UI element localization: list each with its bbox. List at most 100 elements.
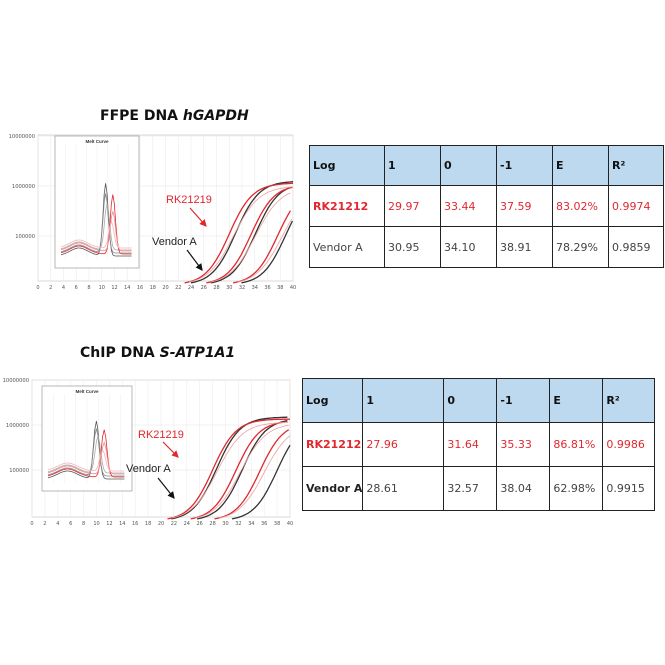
annotation-arrow-red [162,441,179,458]
table-header: E [549,378,604,423]
x-tick-label: 14 [119,521,125,527]
x-tick-label: 16 [137,285,143,291]
y-tick-label: 100000 [9,468,29,474]
x-tick-label: 20 [158,521,164,527]
x-tick-label: 36 [261,521,267,527]
x-tick-label: 6 [69,521,72,527]
table-cell: 83.02% [552,185,609,227]
x-tick-label: 30 [226,285,232,291]
table-cell: 62.98% [549,466,604,511]
y-tick-label: 10000000 [3,378,29,384]
table-header: -1 [496,145,553,186]
table-header: 0 [443,378,498,423]
table-cell: 31.64 [443,422,498,467]
x-tick-label: 32 [239,285,245,291]
inset-title: Melt Curve [75,389,99,394]
x-tick-label: 10 [93,521,99,527]
amp-curve-rk-replicate [210,192,291,283]
table-cell: 0.9859 [608,226,664,268]
amp-curve-rk [190,421,288,520]
x-tick-label: 32 [235,521,241,527]
x-tick-label: 40 [287,521,293,527]
y-tick-label: 10000000 [9,134,35,140]
x-tick-label: 26 [197,521,203,527]
row-label: RK21212 [301,422,364,467]
table-header: Log [309,145,385,186]
panel1-title-prefix: FFPE DNA [100,108,183,124]
table-row: Vendor A 30.95 34.10 38.91 78.29% 0.9859 [309,226,664,268]
table-cell: 78.29% [552,226,609,268]
panel1-title-gene: hGAPDH [182,108,249,124]
annotation-vendor-a: Vendor A [152,236,197,248]
x-tick-label: 34 [248,521,254,527]
y-tick-label: 1000000 [12,184,35,190]
table-header: Log [301,378,364,423]
amp-curve-vendor [210,186,291,284]
melt-curve-trace [47,429,125,478]
x-tick-label: 24 [184,521,190,527]
table-cell: 38.91 [496,226,553,268]
table-header: 0 [440,145,497,186]
x-tick-label: 10 [99,285,105,291]
table-cell: 0.9974 [608,185,664,227]
table-cell: 29.97 [384,185,441,227]
amp-curve-rk-replicate [189,186,292,283]
table-header: 1 [384,145,441,186]
melt-curve-trace [60,220,132,249]
table-header: E [552,145,609,186]
x-tick-label: 38 [274,521,280,527]
melt-curve-trace [47,441,125,475]
amp-curve-rk [184,182,294,284]
x-tick-label: 16 [132,521,138,527]
row-label: Vendor A [301,466,364,511]
x-tick-label: 36 [264,285,270,291]
table-cell: 27.96 [362,422,445,467]
x-tick-label: 18 [150,285,156,291]
annotation-rk21219: RK21219 [138,429,184,441]
annotation-arrow-black [157,477,175,499]
amp-curve-vendor [190,181,294,284]
table-row: RK21212 29.97 33.44 37.59 83.02% 0.9974 [309,185,664,227]
amp-curve-rk-replicate [171,422,289,519]
melt-curve-trace [47,449,125,472]
amp-curve-vendor [196,419,288,520]
annotation-rk21219: RK21219 [166,194,212,206]
panel2-title: ChIP DNA S-ATP1A1 [80,345,235,361]
table-cell: 0.9986 [602,422,656,467]
melt-curve-trace [60,194,132,255]
x-tick-label: 40 [290,285,296,291]
inset-title: Melt Curve [85,139,109,144]
x-tick-label: 4 [56,521,59,527]
table-cell: 28.61 [362,466,445,511]
x-tick-label: 34 [252,285,258,291]
x-tick-label: 22 [175,285,181,291]
amp-curve-vendor [171,416,288,520]
x-tick-label: 0 [30,521,33,527]
x-tick-label: 28 [213,285,219,291]
x-tick-label: 8 [87,285,90,291]
amp-curve-rk-replicate [237,218,293,283]
table-row: Vendor A 28.61 32.57 38.04 62.98% 0.9915 [301,466,656,511]
x-tick-label: 14 [124,285,130,291]
amp-curve-vendor [241,220,293,284]
amp-curve-rk [167,418,291,520]
table-row: RK21212 27.96 31.64 35.33 86.81% 0.9986 [301,422,656,467]
panel2-title-prefix: ChIP DNA [80,345,160,361]
table-cell: 34.10 [440,226,497,268]
table-cell: 35.33 [496,422,551,467]
table-cell: 30.95 [384,226,441,268]
x-tick-label: 30 [222,521,228,527]
x-tick-label: 4 [62,285,65,291]
x-tick-label: 20 [162,285,168,291]
y-tick-label: 1000000 [6,423,29,429]
x-tick-label: 28 [209,521,215,527]
table-header-row: Log 1 0 -1 E R² [301,378,656,423]
x-tick-label: 12 [111,285,117,291]
table-cell: 33.44 [440,185,497,227]
x-tick-label: 18 [145,521,151,527]
amp-curve-rk [206,186,293,284]
x-tick-label: 24 [188,285,194,291]
panel1-title: FFPE DNA hGAPDH [100,108,249,124]
table-header: R² [608,145,664,186]
